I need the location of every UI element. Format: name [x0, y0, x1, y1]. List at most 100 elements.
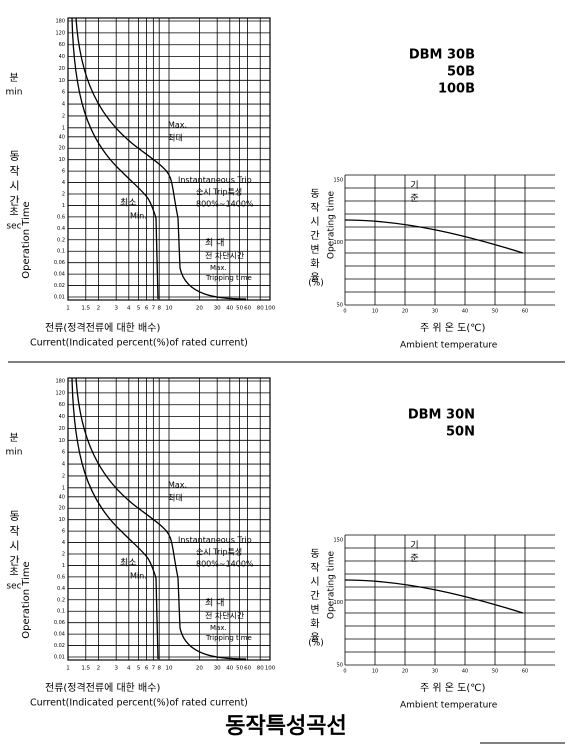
y-tick-label: 20: [59, 426, 65, 432]
x-tick-label: 1: [66, 666, 70, 672]
y-tick-label: 20: [59, 146, 65, 152]
x-tick-label: 5: [137, 666, 141, 672]
y-tick-label: 6: [62, 529, 65, 535]
y-tick-label: 0.02: [54, 643, 65, 649]
y-tick-label: 50: [337, 303, 343, 309]
x-tick-label: 30: [214, 666, 221, 672]
y-axis-english: Operating time: [327, 550, 337, 619]
reference-label: 기준: [408, 540, 418, 566]
x-tick-label: 50: [236, 666, 243, 672]
annotation: Max.: [168, 121, 187, 130]
y-tick-label: 0.01: [54, 655, 65, 661]
annotation: Tripping time: [205, 274, 252, 282]
model-label: 50N: [446, 425, 475, 440]
model-label: 100B: [438, 82, 475, 97]
x-axis-english: Current(Indicated percent(%)of rated cur…: [30, 698, 248, 709]
x-tick-label: 60: [522, 669, 528, 675]
x-tick-label: 30: [214, 306, 221, 312]
y-tick-label: 150: [333, 178, 343, 184]
y-tick-label: 0.04: [54, 272, 65, 278]
x-tick-label: 40: [462, 309, 468, 315]
x-tick-label: 50: [236, 306, 243, 312]
x-tick-label: 1.5: [81, 666, 90, 672]
annotation: Max.: [168, 481, 187, 490]
y-tick-label: 4: [62, 462, 65, 468]
y-tick-label: 10: [59, 517, 65, 523]
curve: [71, 377, 159, 660]
y-tick-label: 1: [62, 485, 65, 491]
annotation: 순시 Trip특성: [196, 548, 242, 557]
x-axis-english: Current(Indicated percent(%)of rated cur…: [30, 338, 248, 349]
x-tick-label: 30: [432, 309, 438, 315]
y-tick-label: 60: [59, 402, 65, 408]
x-tick-label: 1.5: [81, 306, 90, 312]
x-tick-label: 60: [244, 306, 251, 312]
y-tick-label: 120: [55, 390, 65, 396]
model-label: DBM 30B: [409, 48, 475, 63]
annotation: 최 대: [205, 598, 224, 609]
y-tick-label: 180: [55, 19, 65, 25]
y-tick-label: 1: [62, 125, 65, 131]
y-axis-english: Operating time: [327, 190, 337, 259]
x-tick-label: 6: [145, 666, 149, 672]
curve: [344, 219, 524, 254]
y-tick-label: 0.02: [54, 283, 65, 289]
y-tick-label: 40: [59, 134, 65, 140]
y-tick-label: 10: [59, 157, 65, 163]
y-tick-label: 1: [62, 563, 65, 569]
y-tick-label: 20: [59, 66, 65, 72]
annotation: 최대: [168, 133, 183, 143]
y-tick-label: 2: [62, 113, 65, 119]
y-tick-label: 40: [59, 414, 65, 420]
x-tick-label: 40: [226, 666, 233, 672]
y-tick-label: 0.06: [54, 260, 65, 266]
x-tick-label: 10: [372, 309, 378, 315]
x-tick-label: 7: [152, 666, 156, 672]
y-tick-label: 1: [62, 203, 65, 209]
unit-label: sec: [6, 582, 21, 592]
y-axis-korean: 동작시간: [8, 150, 21, 210]
y-tick-label: 120: [55, 30, 65, 36]
annotation: 800%~1400%: [196, 200, 254, 209]
x-tick-label: 80: [257, 306, 264, 312]
y-axis-korean: 동작시간: [8, 510, 21, 570]
y-tick-label: 0.1: [57, 249, 65, 255]
y-tick-label: 2: [62, 552, 65, 558]
annotation: 800%~1400%: [196, 560, 254, 569]
x-tick-label: 50: [492, 669, 498, 675]
y-tick-label: 10: [59, 438, 65, 444]
x-tick-label: 4: [127, 666, 131, 672]
y-tick-label: 6: [62, 90, 65, 96]
x-tick-label: 80: [257, 666, 264, 672]
x-tick-label: 0: [343, 669, 346, 675]
y-tick-label: 100: [333, 240, 343, 246]
x-tick-label: 60: [522, 309, 528, 315]
x-tick-label: 20: [402, 669, 408, 675]
y-tick-label: 40: [59, 494, 65, 500]
unit-label: min: [6, 448, 23, 458]
y-tick-label: 20: [59, 506, 65, 512]
x-tick-label: 8: [157, 306, 161, 312]
y-tick-label: 0.1: [57, 609, 65, 615]
x-axis-korean: 전류(정격전류에 대한 배수): [45, 321, 160, 334]
y-tick-label: 0.4: [57, 226, 65, 232]
y-tick-label: 0.2: [57, 597, 65, 603]
x-tick-label: 7: [152, 306, 156, 312]
model-label: 50B: [447, 65, 475, 80]
y-tick-label: 0.6: [57, 214, 65, 220]
y-tick-label: 40: [59, 54, 65, 60]
x-tick-label: 3: [114, 306, 118, 312]
y-tick-label: 2: [62, 473, 65, 479]
annotation: 최대: [168, 493, 183, 503]
y-tick-label: 0.6: [57, 574, 65, 580]
annotation: Max.: [210, 264, 227, 272]
page-title: 동작특성곡선: [225, 714, 346, 739]
x-tick-label: 5: [137, 306, 141, 312]
annotation: 최소: [120, 198, 137, 209]
annotation: Tripping time: [205, 634, 252, 642]
annotation: 최 대: [205, 238, 224, 249]
x-tick-label: 60: [244, 666, 251, 672]
y-tick-label: 10: [59, 78, 65, 84]
x-tick-label: 6: [145, 306, 149, 312]
